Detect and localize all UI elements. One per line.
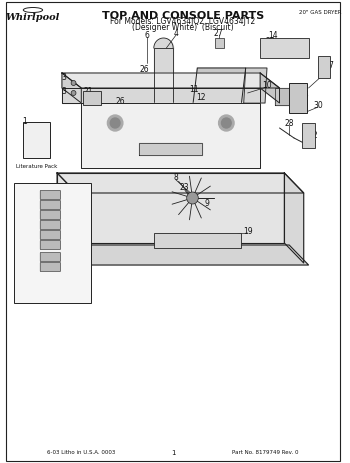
- Polygon shape: [81, 103, 260, 168]
- FancyBboxPatch shape: [40, 263, 61, 271]
- Ellipse shape: [110, 118, 120, 128]
- Polygon shape: [52, 245, 309, 265]
- Text: WIRING HARNESS PARTS: WIRING HARNESS PARTS: [18, 184, 86, 189]
- Text: 8: 8: [174, 174, 178, 182]
- Text: 6-03 Litho in U.S.A. 0003: 6-03 Litho in U.S.A. 0003: [48, 450, 116, 456]
- Text: 18: 18: [23, 243, 31, 248]
- Text: 20" GAS DRYER: 20" GAS DRYER: [299, 10, 341, 14]
- Text: 29: 29: [265, 37, 275, 45]
- Polygon shape: [149, 148, 183, 163]
- Text: 1: 1: [22, 117, 27, 125]
- Text: 23: 23: [180, 183, 190, 193]
- FancyBboxPatch shape: [40, 211, 61, 219]
- Bar: [139, 143, 202, 155]
- Polygon shape: [244, 68, 267, 103]
- Ellipse shape: [107, 115, 123, 131]
- Text: 19: 19: [243, 226, 252, 236]
- Text: 21: 21: [83, 87, 93, 95]
- Circle shape: [187, 192, 198, 204]
- Text: 9: 9: [23, 264, 27, 269]
- Text: 16: 16: [299, 90, 308, 100]
- Text: 7: 7: [328, 62, 333, 70]
- Text: 26: 26: [115, 96, 125, 106]
- Polygon shape: [193, 68, 246, 108]
- Text: 28: 28: [285, 119, 294, 127]
- Ellipse shape: [222, 118, 231, 128]
- Circle shape: [71, 90, 76, 95]
- Bar: [83, 91, 101, 105]
- Text: (Designer White)  (Biscuit): (Designer White) (Biscuit): [132, 23, 234, 31]
- FancyBboxPatch shape: [40, 252, 61, 262]
- Text: 14: 14: [268, 31, 278, 39]
- Text: 3: 3: [62, 87, 66, 95]
- FancyBboxPatch shape: [40, 200, 61, 209]
- Polygon shape: [57, 173, 304, 193]
- Text: Literature Pack: Literature Pack: [16, 164, 57, 169]
- Bar: [215, 38, 224, 48]
- Text: 17: 17: [23, 202, 31, 207]
- Text: TOP AND CONSOLE PARTS: TOP AND CONSOLE PARTS: [102, 11, 264, 21]
- Text: 10: 10: [262, 81, 272, 89]
- Bar: [302, 123, 315, 148]
- FancyBboxPatch shape: [40, 240, 61, 250]
- Polygon shape: [284, 173, 304, 263]
- FancyBboxPatch shape: [40, 220, 61, 230]
- Bar: [289, 83, 307, 113]
- Text: 26: 26: [139, 65, 149, 75]
- Polygon shape: [275, 88, 294, 105]
- Bar: [318, 56, 330, 78]
- Text: 31: 31: [23, 232, 31, 238]
- Text: 3: 3: [62, 73, 66, 81]
- Text: Whirlpool: Whirlpool: [6, 13, 60, 21]
- Circle shape: [71, 81, 76, 86]
- Text: 25: 25: [23, 223, 31, 227]
- Polygon shape: [57, 173, 284, 243]
- Text: 5: 5: [23, 255, 27, 259]
- Polygon shape: [62, 88, 260, 103]
- Bar: [14, 183, 91, 303]
- Text: For Models: LGV4634JQ2, LGV4634JT2: For Models: LGV4634JQ2, LGV4634JT2: [110, 18, 256, 26]
- Text: 1: 1: [171, 450, 175, 456]
- Text: Part No. 8179749 Rev. 0: Part No. 8179749 Rev. 0: [232, 450, 299, 456]
- Polygon shape: [62, 73, 81, 103]
- FancyBboxPatch shape: [40, 231, 61, 239]
- Polygon shape: [62, 73, 280, 88]
- Ellipse shape: [219, 115, 234, 131]
- Text: 6: 6: [145, 31, 149, 39]
- Polygon shape: [260, 73, 280, 103]
- Polygon shape: [154, 48, 173, 103]
- FancyBboxPatch shape: [40, 190, 61, 200]
- Text: 4: 4: [174, 29, 178, 38]
- Polygon shape: [57, 173, 76, 263]
- Text: 11: 11: [189, 86, 198, 94]
- Text: 15: 15: [23, 193, 31, 198]
- Text: 12: 12: [196, 94, 206, 102]
- Text: 32: 32: [309, 131, 318, 139]
- Text: 2: 2: [183, 146, 188, 156]
- Text: 30: 30: [313, 100, 323, 110]
- Bar: [154, 233, 241, 248]
- Polygon shape: [275, 48, 302, 55]
- Bar: [23, 122, 50, 158]
- Text: 24: 24: [23, 213, 31, 218]
- Text: 9: 9: [204, 199, 209, 207]
- Text: 27: 27: [214, 29, 223, 38]
- Bar: [260, 38, 309, 58]
